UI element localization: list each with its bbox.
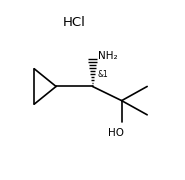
- Text: NH₂: NH₂: [98, 51, 118, 61]
- Text: &1: &1: [98, 70, 109, 79]
- Text: HO: HO: [108, 128, 124, 138]
- Text: HCl: HCl: [63, 16, 86, 29]
